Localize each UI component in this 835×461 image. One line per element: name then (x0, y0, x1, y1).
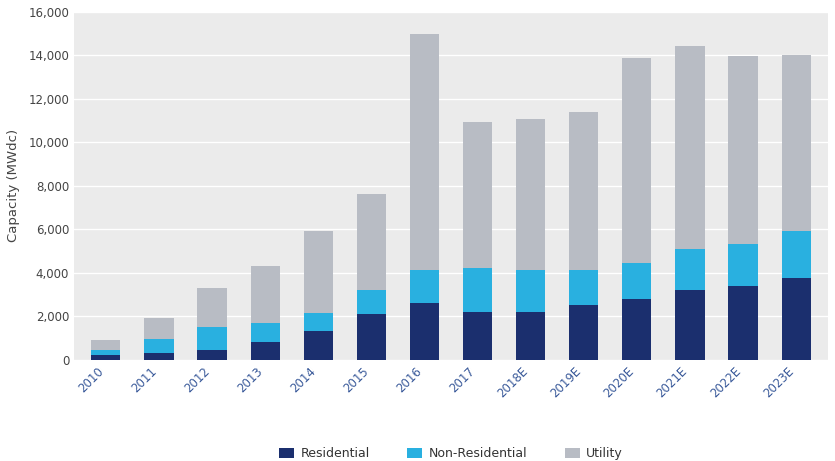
Bar (304, 313, 333, 331)
Bar (622, 58, 651, 263)
Bar (676, 249, 705, 290)
Bar (463, 122, 492, 268)
Bar (357, 195, 386, 290)
Bar (197, 327, 226, 350)
Bar (357, 314, 386, 360)
Bar (250, 323, 280, 342)
Bar (569, 112, 599, 271)
Bar (250, 266, 280, 323)
Bar (144, 318, 174, 339)
Bar (622, 263, 651, 299)
Bar (91, 355, 120, 360)
Bar (410, 271, 439, 303)
Bar (516, 271, 545, 312)
Bar (676, 46, 705, 249)
Bar (91, 340, 120, 350)
Bar (463, 268, 492, 312)
Bar (250, 342, 280, 360)
Bar (728, 244, 757, 286)
Bar (463, 312, 492, 360)
Bar (197, 288, 226, 327)
Bar (516, 119, 545, 271)
Bar (304, 331, 333, 360)
Legend: Residential, Non-Residential, Utility: Residential, Non-Residential, Utility (275, 442, 628, 461)
Bar (569, 305, 599, 360)
Bar (410, 303, 439, 360)
Bar (357, 290, 386, 314)
Bar (410, 34, 439, 271)
Bar (569, 271, 599, 305)
Bar (782, 278, 811, 360)
Bar (144, 339, 174, 353)
Bar (782, 231, 811, 278)
Bar (728, 286, 757, 360)
Bar (91, 350, 120, 355)
Bar (622, 299, 651, 360)
Bar (304, 231, 333, 313)
Bar (197, 350, 226, 360)
Y-axis label: Capacity (MWdc): Capacity (MWdc) (7, 129, 20, 242)
Bar (782, 55, 811, 231)
Bar (144, 353, 174, 360)
Bar (728, 57, 757, 244)
Bar (516, 312, 545, 360)
Bar (676, 290, 705, 360)
